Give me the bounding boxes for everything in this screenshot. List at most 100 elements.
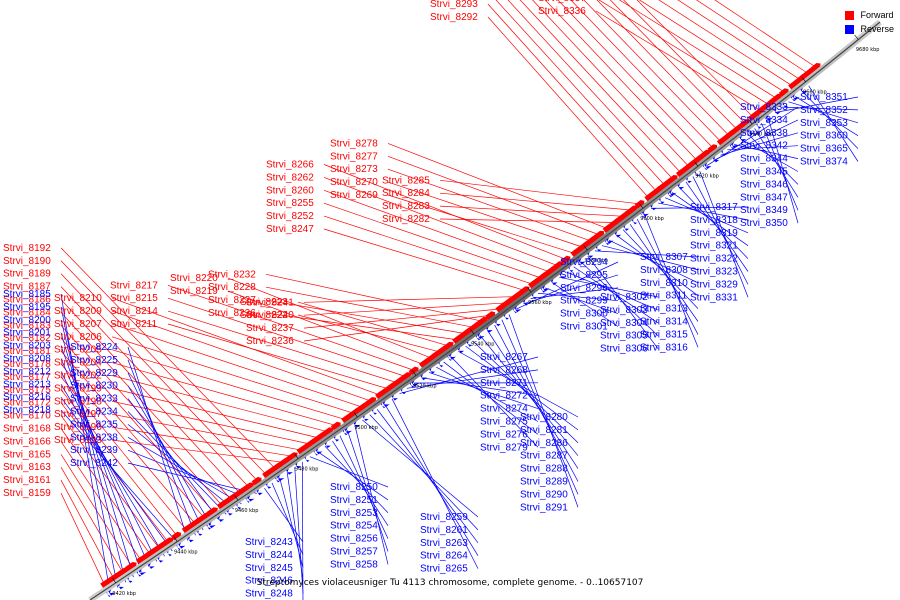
gene-label[interactable]: Strvi_8276	[480, 429, 528, 440]
gene-label[interactable]: Strvi_8274	[480, 404, 528, 415]
gene-label[interactable]: Strvi_8227	[208, 295, 256, 306]
gene-arrow[interactable]	[624, 205, 638, 217]
gene-arrow[interactable]	[769, 93, 783, 106]
gene-label[interactable]: Strvi_8211	[110, 319, 158, 330]
gene-label[interactable]: Strvi_8245	[245, 563, 293, 574]
gene-label[interactable]: Strvi_8294	[560, 257, 608, 268]
gene-arrow[interactable]	[313, 449, 318, 456]
gene-arrow[interactable]	[639, 212, 645, 218]
gene-label[interactable]: Strvi_8234	[70, 407, 118, 418]
gene-label[interactable]: Strvi_8220	[170, 273, 218, 284]
gene-label[interactable]: Strvi_8271	[480, 378, 528, 389]
gene-label[interactable]: Strvi_8288	[520, 464, 568, 475]
gene-arrow[interactable]	[446, 355, 452, 361]
gene-label[interactable]: Strvi_8365	[800, 144, 848, 155]
gene-arrow[interactable]	[508, 291, 523, 304]
gene-label[interactable]: Strvi_8282	[382, 214, 430, 225]
gene-label[interactable]: Strvi_8296	[560, 283, 608, 294]
gene-arrow[interactable]	[195, 512, 211, 525]
gene-arrow[interactable]	[105, 591, 111, 597]
gene-arrow[interactable]	[738, 119, 750, 130]
gene-arrow[interactable]	[442, 341, 454, 352]
gene-label[interactable]: Strvi_8195	[3, 302, 51, 313]
gene-label[interactable]: Strvi_8252	[266, 211, 314, 222]
gene-label[interactable]: Strvi_8254	[330, 521, 378, 532]
gene-label[interactable]: Strvi_8256	[330, 534, 378, 545]
gene-label[interactable]: Strvi_8287	[520, 451, 568, 462]
gene-arrow[interactable]	[656, 180, 672, 193]
gene-label[interactable]: Strvi_8218	[3, 405, 51, 416]
gene-arrow[interactable]	[149, 542, 167, 556]
gene-arrow[interactable]	[518, 286, 530, 297]
gene-arrow[interactable]	[485, 311, 496, 321]
gene-arrow[interactable]	[342, 429, 348, 436]
gene-label[interactable]: Strvi_8182	[3, 333, 51, 344]
gene-label[interactable]: Strvi_8302	[600, 292, 648, 303]
gene-label[interactable]: Strvi_8278	[330, 138, 378, 149]
gene-label[interactable]: Strvi_8289	[520, 477, 568, 488]
gene-label[interactable]: Strvi_8317	[690, 202, 738, 213]
gene-arrow[interactable]	[364, 397, 377, 408]
gene-label[interactable]: Strvi_8303	[600, 305, 648, 316]
gene-arrow[interactable]	[160, 537, 174, 549]
gene-label[interactable]: Strvi_8315	[640, 329, 688, 340]
gene-label[interactable]: Strvi_8187	[3, 282, 51, 293]
gene-label[interactable]: Strvi_8304	[600, 318, 648, 329]
gene-label[interactable]: Strvi_8170	[3, 411, 51, 422]
gene-arrow[interactable]	[205, 523, 211, 530]
gene-label[interactable]: Strvi_8239	[70, 445, 118, 456]
gene-label[interactable]: Strvi_8242	[70, 458, 118, 469]
gene-label[interactable]: Strvi_8295	[560, 270, 608, 281]
gene-label[interactable]: Strvi_8233	[70, 394, 118, 405]
gene-label[interactable]: Strvi_8232	[208, 269, 256, 280]
gene-label[interactable]: Strvi_8321	[690, 241, 738, 252]
gene-arrow[interactable]	[583, 236, 598, 249]
gene-label[interactable]: Strvi_8257	[330, 547, 378, 558]
gene-label[interactable]: Strvi_8251	[330, 495, 378, 506]
gene-arrow[interactable]	[540, 286, 546, 293]
gene-label[interactable]: Strvi_8213	[3, 379, 51, 390]
gene-arrow[interactable]	[206, 507, 218, 518]
gene-label[interactable]: Strvi_8310	[640, 278, 688, 289]
gene-label[interactable]: Strvi_8307	[640, 252, 688, 263]
gene-label[interactable]: Strvi_8279	[480, 442, 528, 453]
gene-label[interactable]: Strvi_8235	[70, 419, 118, 430]
gene-label[interactable]: Strvi_8192	[3, 243, 51, 254]
gene-label[interactable]: Strvi_8201	[3, 328, 51, 339]
gene-arrow[interactable]	[778, 88, 789, 98]
gene-label[interactable]: Strvi_8216	[3, 392, 51, 403]
gene-label[interactable]: Strvi_8244	[245, 550, 293, 561]
gene-label[interactable]: Strvi_8250	[330, 482, 378, 493]
gene-label[interactable]: Strvi_8175	[3, 385, 51, 396]
gene-label[interactable]: Strvi_8222	[240, 310, 288, 321]
gene-label[interactable]: Strvi_8353	[800, 118, 848, 129]
gene-label[interactable]: Strvi_8261	[420, 525, 468, 536]
gene-label[interactable]: Strvi_8253	[330, 508, 378, 519]
gene-label[interactable]: Strvi_8263	[420, 538, 468, 549]
gene-label[interactable]: Strvi_8219	[170, 286, 218, 297]
gene-arrow[interactable]	[274, 476, 280, 483]
gene-arrow[interactable]	[475, 334, 481, 341]
gene-label[interactable]: Strvi_8360	[800, 131, 848, 142]
gene-label[interactable]: Strvi_8189	[3, 269, 51, 280]
gene-arrow[interactable]	[408, 366, 419, 376]
gene-label[interactable]: Strvi_8204	[54, 358, 102, 369]
gene-label[interactable]: Strvi_8265	[420, 564, 468, 575]
gene-arrow[interactable]	[800, 68, 815, 81]
gene-arrow[interactable]	[275, 457, 291, 470]
gene-label[interactable]: Strvi_8260	[266, 185, 314, 196]
gene-arrow[interactable]	[707, 144, 718, 154]
gene-label[interactable]: Strvi_8226	[208, 308, 256, 319]
gene-label[interactable]: Strvi_8210	[54, 293, 102, 304]
gene-label[interactable]: Strvi_8241	[246, 297, 294, 308]
gene-label[interactable]: Strvi_8308	[640, 265, 688, 276]
gene-label[interactable]: Strvi_8258	[330, 559, 378, 570]
gene-label[interactable]: Strvi_8172	[3, 398, 51, 409]
gene-label[interactable]: Strvi_8345	[740, 167, 788, 178]
gene-label[interactable]: Strvi_8197	[54, 409, 102, 420]
gene-label[interactable]: Strvi_8248	[245, 589, 293, 600]
gene-label[interactable]: Strvi_8190	[3, 256, 51, 267]
gene-label[interactable]: Strvi_8268	[480, 365, 528, 376]
gene-label[interactable]: Strvi_8301	[560, 322, 608, 333]
gene-label[interactable]: Strvi_8240	[246, 310, 294, 321]
